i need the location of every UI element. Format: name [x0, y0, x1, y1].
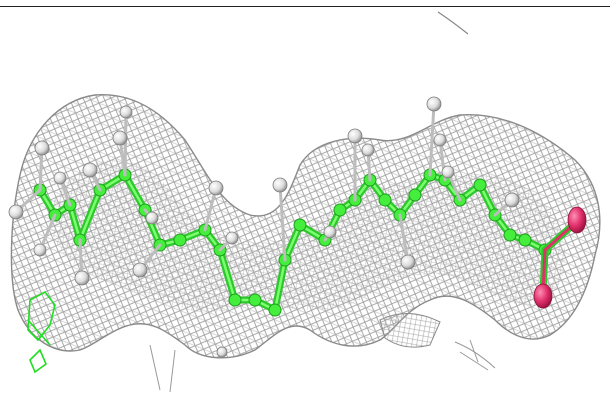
hydrogen-atom — [347, 128, 363, 144]
mesh-fragment-lower-left — [149, 344, 176, 393]
hydrogen-atom — [323, 225, 337, 239]
hydrogen-atom — [34, 140, 50, 156]
mesh-fragment-top — [437, 11, 469, 35]
hydrogen-atom — [400, 254, 416, 270]
hydrogen-atom — [441, 165, 455, 179]
carboxyl-group — [533, 206, 587, 309]
hydrogen-atom — [504, 192, 520, 208]
hydrogen-atom — [426, 96, 442, 112]
mesh-inner-layer — [49, 160, 566, 313]
hydrogen-atom — [216, 346, 228, 358]
hydrogen-atom — [53, 171, 67, 185]
hydrogen-atom — [8, 204, 24, 220]
mesh-fragment-bottom — [379, 312, 441, 348]
hydrogen-atom — [208, 180, 224, 196]
hydrogen-atom — [74, 270, 90, 286]
hydrogen-atom — [112, 130, 128, 146]
hydrogen-atom — [225, 231, 239, 245]
hydrogen-atom — [361, 143, 375, 157]
top-rule — [0, 6, 610, 7]
hydrogen-atom — [82, 162, 98, 178]
hydrogen-atoms — [8, 96, 520, 358]
green-fragment — [27, 290, 56, 374]
hydrogen-atom — [119, 105, 133, 119]
hydrogen-atom — [33, 243, 47, 257]
hydrogen-atom — [272, 177, 288, 193]
hydrogen-atom — [433, 133, 447, 147]
oxygen-atom — [567, 206, 587, 234]
hydrogen-atom — [145, 211, 159, 225]
oxygen-atom — [533, 283, 553, 309]
mesh-fragment-bottom-right — [454, 339, 496, 371]
hydrogen-atom — [132, 262, 148, 278]
